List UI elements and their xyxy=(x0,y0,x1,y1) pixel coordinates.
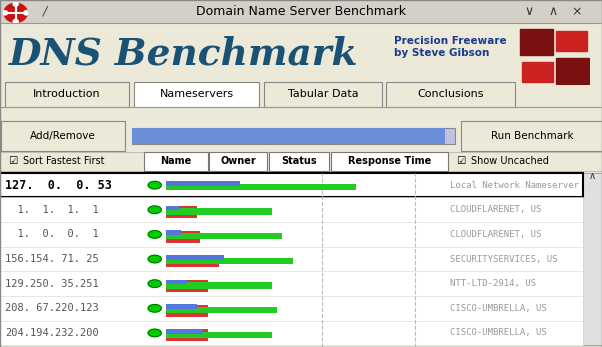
FancyBboxPatch shape xyxy=(0,222,583,247)
FancyBboxPatch shape xyxy=(144,152,208,171)
FancyBboxPatch shape xyxy=(166,231,200,243)
Circle shape xyxy=(148,206,161,214)
Text: Local Network Nameserver: Local Network Nameserver xyxy=(450,181,579,189)
Circle shape xyxy=(148,280,161,287)
Circle shape xyxy=(13,2,18,6)
Text: Domain Name Server Benchmark: Domain Name Server Benchmark xyxy=(196,5,406,18)
Text: CISCO-UMBRELLA, US: CISCO-UMBRELLA, US xyxy=(450,329,547,337)
Circle shape xyxy=(23,11,29,15)
FancyBboxPatch shape xyxy=(0,296,583,321)
Circle shape xyxy=(148,255,161,263)
Bar xyxy=(556,31,587,51)
Text: ∧: ∧ xyxy=(589,171,596,181)
Text: SECURITYSERVICES, US: SECURITYSERVICES, US xyxy=(450,255,558,263)
Text: 129.250. 35.251: 129.250. 35.251 xyxy=(5,279,99,289)
Text: Precision Freeware: Precision Freeware xyxy=(394,36,507,46)
Bar xyxy=(556,58,589,84)
FancyBboxPatch shape xyxy=(0,197,583,222)
FancyBboxPatch shape xyxy=(166,282,272,289)
Text: 1.  0.  0.  1: 1. 0. 0. 1 xyxy=(5,229,99,239)
Text: ☑: ☑ xyxy=(456,156,465,166)
FancyBboxPatch shape xyxy=(0,321,583,345)
Text: Owner: Owner xyxy=(220,156,256,166)
Text: 1.  1.  1.  1: 1. 1. 1. 1 xyxy=(5,205,99,215)
Circle shape xyxy=(148,181,161,189)
Text: CISCO-UMBRELLA, US: CISCO-UMBRELLA, US xyxy=(450,304,547,313)
FancyBboxPatch shape xyxy=(132,128,455,144)
Text: ∨: ∨ xyxy=(524,5,533,18)
Circle shape xyxy=(148,231,161,238)
Text: Add/Remove: Add/Remove xyxy=(29,131,96,141)
FancyBboxPatch shape xyxy=(166,280,208,292)
FancyBboxPatch shape xyxy=(166,206,197,218)
Text: DNS Benchmark: DNS Benchmark xyxy=(9,35,359,72)
Text: CLOUDFLARENET, US: CLOUDFLARENET, US xyxy=(450,230,542,239)
FancyBboxPatch shape xyxy=(583,173,602,345)
FancyBboxPatch shape xyxy=(0,271,583,296)
Text: Run Benchmark: Run Benchmark xyxy=(491,131,574,141)
Text: 156.154. 71. 25: 156.154. 71. 25 xyxy=(5,254,99,264)
Circle shape xyxy=(148,329,161,337)
FancyBboxPatch shape xyxy=(461,121,602,151)
Text: Response Time: Response Time xyxy=(348,156,432,166)
Text: 204.194.232.200: 204.194.232.200 xyxy=(5,328,99,338)
Circle shape xyxy=(148,305,161,312)
Text: Name: Name xyxy=(161,156,191,166)
Text: 127.  0.  0. 53: 127. 0. 0. 53 xyxy=(5,179,112,192)
FancyBboxPatch shape xyxy=(166,305,208,316)
FancyBboxPatch shape xyxy=(166,280,187,285)
Text: NTT-LTD-2914, US: NTT-LTD-2914, US xyxy=(450,279,536,288)
Text: Conclusions: Conclusions xyxy=(418,90,484,99)
FancyBboxPatch shape xyxy=(269,152,329,171)
FancyBboxPatch shape xyxy=(166,329,208,341)
Text: ∧: ∧ xyxy=(548,5,557,18)
FancyBboxPatch shape xyxy=(0,173,583,197)
FancyBboxPatch shape xyxy=(166,230,181,235)
FancyBboxPatch shape xyxy=(166,208,272,214)
FancyBboxPatch shape xyxy=(166,257,293,264)
FancyBboxPatch shape xyxy=(1,121,125,151)
FancyBboxPatch shape xyxy=(0,247,583,271)
Text: /: / xyxy=(43,5,48,18)
Text: ☑: ☑ xyxy=(8,156,17,166)
Bar xyxy=(520,29,553,55)
FancyBboxPatch shape xyxy=(166,255,224,260)
FancyBboxPatch shape xyxy=(166,255,219,267)
FancyBboxPatch shape xyxy=(132,128,445,144)
FancyBboxPatch shape xyxy=(166,304,197,309)
FancyBboxPatch shape xyxy=(0,23,602,347)
Text: CLOUDFLARENET, US: CLOUDFLARENET, US xyxy=(450,205,542,214)
Text: Introduction: Introduction xyxy=(33,90,101,99)
Text: ×: × xyxy=(571,5,582,18)
Text: Sort Fastest First: Sort Fastest First xyxy=(23,156,104,166)
FancyBboxPatch shape xyxy=(331,152,448,171)
Circle shape xyxy=(4,3,27,23)
Bar xyxy=(522,62,553,82)
Text: by Steve Gibson: by Steve Gibson xyxy=(394,48,489,58)
Text: Status: Status xyxy=(281,156,317,166)
Text: Nameservers: Nameservers xyxy=(160,90,234,99)
FancyBboxPatch shape xyxy=(166,331,272,338)
Text: Tabular Data: Tabular Data xyxy=(288,90,358,99)
FancyBboxPatch shape xyxy=(166,307,277,313)
FancyBboxPatch shape xyxy=(166,181,240,186)
FancyBboxPatch shape xyxy=(166,329,203,333)
FancyBboxPatch shape xyxy=(5,82,129,107)
Circle shape xyxy=(2,11,8,15)
FancyBboxPatch shape xyxy=(166,233,282,239)
Circle shape xyxy=(13,19,18,24)
FancyBboxPatch shape xyxy=(209,152,267,171)
FancyBboxPatch shape xyxy=(0,0,602,23)
FancyBboxPatch shape xyxy=(264,82,382,107)
FancyBboxPatch shape xyxy=(386,82,515,107)
FancyBboxPatch shape xyxy=(166,205,179,210)
FancyBboxPatch shape xyxy=(166,184,356,190)
FancyBboxPatch shape xyxy=(0,152,602,171)
Text: Show Uncached: Show Uncached xyxy=(471,156,549,166)
Text: 208. 67.220.123: 208. 67.220.123 xyxy=(5,303,99,313)
FancyBboxPatch shape xyxy=(134,82,259,107)
